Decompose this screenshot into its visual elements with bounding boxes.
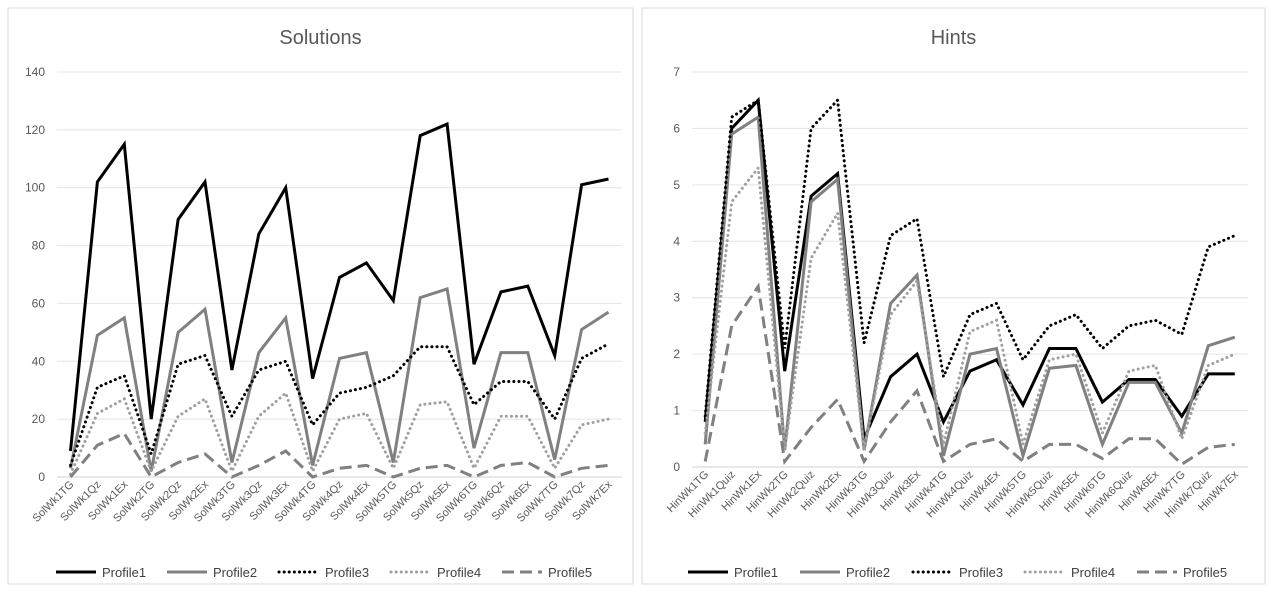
solutions-series-line-profile3 [69,342,610,467]
solutions-chart: Solutions020406080100120140SolWk1TGSolWk… [7,7,634,585]
solutions-y-tick-label: 0 [38,470,45,484]
solutions-y-tick-label: 100 [25,181,45,195]
solutions-chart-frame [7,7,634,585]
hints-y-tick-label: 5 [673,178,680,192]
solutions-y-tick-label: 60 [32,296,46,310]
solutions-y-tick-label: 20 [32,412,46,426]
solutions-legend-label-profile5: Profile5 [548,565,592,580]
hints-y-tick-label: 1 [673,404,680,418]
solutions-legend-label-profile3: Profile3 [325,565,369,580]
solutions-series-line-profile5 [69,431,609,479]
solutions-legend-label-profile2: Profile2 [213,565,257,580]
hints-chart-title: Hints [931,27,977,49]
solutions-series-line-profile1 [69,121,609,452]
solutions-legend-label-profile4: Profile4 [437,565,481,580]
hints-series-line-profile3 [703,96,1237,418]
hints-chart: Hints01234567HinWk1TGHinWk1QuizHinWk1ExH… [641,7,1266,585]
hints-legend-label-profile1: Profile1 [734,565,778,580]
solutions-y-tick-label: 120 [25,123,45,137]
solutions-series-line-profile4 [69,390,610,476]
hints-chart-frame [641,7,1266,585]
hints-y-tick-label: 0 [673,460,680,474]
hints-legend-label-profile4: Profile4 [1071,565,1115,580]
hints-legend-label-profile2: Profile2 [846,565,890,580]
hints-legend-label-profile3: Profile3 [959,565,1003,580]
hints-y-tick-label: 3 [673,291,680,305]
hints-y-tick-label: 6 [673,121,680,135]
solutions-chart-title: Solutions [279,27,361,49]
solutions-y-tick-label: 40 [32,354,46,368]
hints-series-line-profile5 [703,282,1235,467]
hints-legend-label-profile5: Profile5 [1183,565,1227,580]
hints-y-tick-label: 2 [673,347,680,361]
hints-series-line-profile1 [703,96,1235,440]
solutions-legend-label-profile1: Profile1 [102,565,146,580]
hints-y-tick-label: 4 [673,234,680,248]
hints-series-line-profile2 [703,114,1236,462]
solutions-y-tick-label: 80 [32,239,46,253]
hints-y-tick-label: 7 [673,65,680,79]
solutions-y-tick-label: 140 [25,65,45,79]
